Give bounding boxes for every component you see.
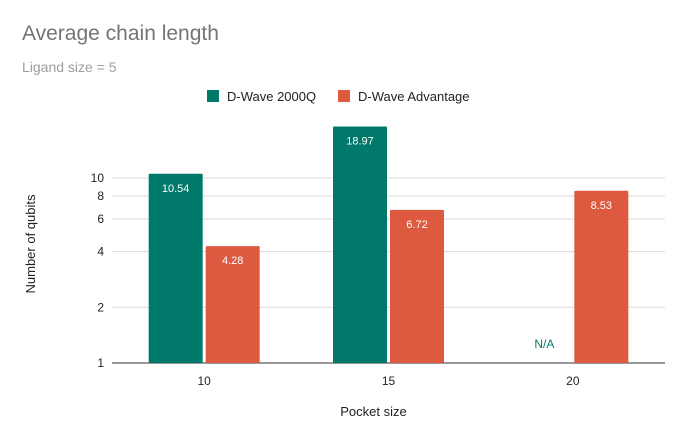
bar-value-label: 18.97	[346, 136, 374, 148]
bar	[205, 246, 260, 363]
y-tick-label: 8	[97, 189, 104, 203]
bar-value-label: 6.72	[406, 219, 427, 231]
bar-value-label: 10.54	[162, 183, 190, 195]
na-label: N/A	[534, 337, 554, 351]
y-tick-label: 6	[97, 212, 104, 226]
bar	[574, 190, 629, 363]
bar-value-label: 8.53	[591, 200, 612, 212]
y-tick-label: 2	[97, 300, 104, 314]
x-tick-label: 10	[197, 374, 211, 388]
legend-label: D-Wave 2000Q	[227, 89, 316, 104]
legend-swatch	[207, 90, 219, 102]
chart-title: Average chain length	[22, 22, 219, 45]
y-tick-label: 4	[97, 245, 104, 259]
y-axis-title: Number of qubits	[23, 194, 38, 293]
legend-label: D-Wave Advantage	[358, 89, 470, 104]
x-tick-label: 15	[382, 374, 396, 388]
y-tick-label: 1	[97, 356, 104, 370]
y-tick-label: 10	[91, 171, 105, 185]
bar-value-label: 4.28	[222, 255, 243, 267]
bar	[333, 126, 387, 363]
x-tick-label: 20	[566, 374, 580, 388]
x-axis-title: Pocket size	[340, 404, 406, 419]
bar	[390, 209, 444, 363]
chart-subtitle: Ligand size = 5	[22, 59, 117, 75]
bar	[148, 173, 203, 363]
legend-swatch	[338, 90, 350, 102]
